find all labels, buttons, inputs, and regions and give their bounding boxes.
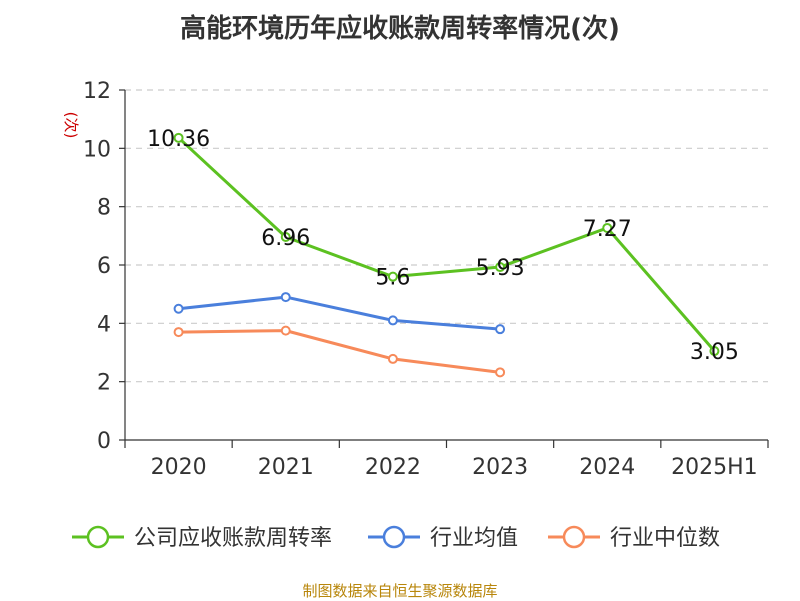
y-tick-label: 6 (97, 254, 111, 279)
axes (119, 89, 769, 448)
x-tick-label: 2022 (365, 455, 421, 480)
series-lines (177, 136, 716, 374)
y-tick-label: 10 (83, 137, 111, 162)
data-points (173, 132, 720, 378)
x-tick-label: 2020 (151, 455, 207, 480)
y-tick-label: 4 (97, 312, 111, 337)
y-tick-label: 8 (97, 196, 111, 221)
tick-labels: 0 2 4 6 8 10 12(次) 2020 2021 2022 2023 2024 2025H1 (62, 79, 758, 480)
y-tick-label: 12 (83, 79, 111, 104)
data-label: 5.93 (476, 256, 525, 281)
source-note: 制图数据来自恒生聚源数据库 (302, 582, 498, 600)
data-label: 7.27 (583, 217, 632, 242)
y-tick-label: 2 (97, 371, 111, 396)
data-point (280, 325, 291, 336)
data-label: 10.36 (147, 127, 210, 152)
chart-title: 高能环境历年应收账款周转率情况(次) (180, 14, 620, 44)
legend: 公司应收账款周转率 行业均值 行业中位数 (72, 525, 720, 551)
data-label: 6.96 (261, 226, 310, 251)
data-point (173, 132, 184, 143)
data-point (602, 222, 613, 233)
x-tick-label: 2021 (258, 455, 314, 480)
legend-marker (86, 525, 110, 549)
legend-marker (382, 525, 406, 549)
legend-marker (562, 525, 586, 549)
data-label: 3.05 (690, 340, 739, 365)
data-label: 5.6 (375, 266, 410, 291)
series-line (178, 329, 501, 374)
data-point (387, 353, 398, 364)
series-line (178, 295, 501, 331)
data-point (495, 367, 506, 378)
x-tick-label: 2025H1 (671, 455, 758, 480)
x-tick-label: 2024 (579, 455, 635, 480)
legend-label: 公司应收账款周转率 (134, 526, 332, 551)
data-point (387, 315, 398, 326)
data-point (495, 324, 506, 335)
y-tick-label: 0 (97, 429, 111, 454)
grid-lines (125, 89, 768, 383)
data-point (709, 346, 720, 357)
legend-label: 行业均值 (430, 526, 518, 551)
data-point (280, 232, 291, 242)
legend-label: 行业中位数 (610, 526, 720, 551)
series-line (177, 136, 716, 353)
data-point (173, 327, 184, 338)
y-axis-title: (次) (62, 112, 80, 139)
data-labels: 10.36 6.96 5.6 5.93 7.27 3.05 (147, 127, 739, 365)
x-tick-label: 2023 (472, 455, 528, 480)
data-point (173, 303, 184, 314)
data-point (495, 262, 506, 273)
data-point (387, 271, 398, 282)
data-point (280, 292, 291, 303)
